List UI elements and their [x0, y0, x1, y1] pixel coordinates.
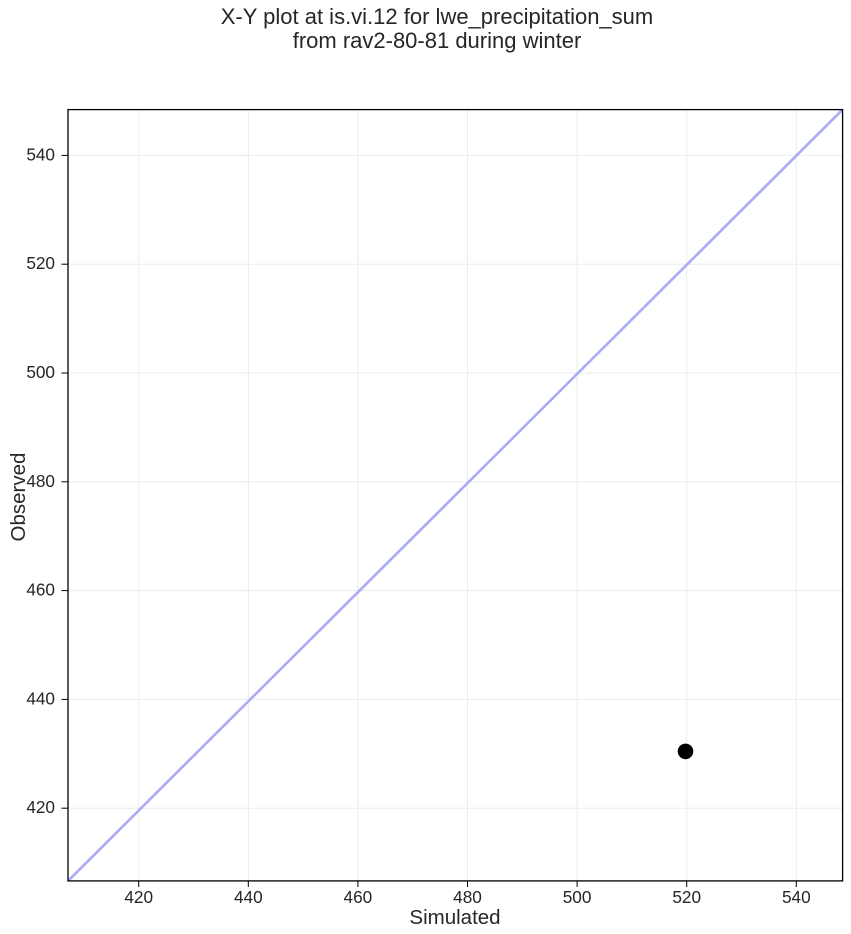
svg-text:420: 420 — [124, 887, 153, 907]
svg-text:520: 520 — [26, 253, 55, 273]
svg-text:X-Y plot at is.vi.12 for lwe_p: X-Y plot at is.vi.12 for lwe_precipitati… — [221, 4, 653, 29]
svg-text:540: 540 — [782, 887, 811, 907]
svg-text:500: 500 — [563, 887, 592, 907]
svg-text:480: 480 — [453, 887, 482, 907]
svg-text:420: 420 — [26, 797, 55, 817]
svg-text:440: 440 — [234, 887, 263, 907]
svg-text:460: 460 — [26, 580, 55, 600]
svg-text:520: 520 — [672, 887, 701, 907]
svg-text:from rav2-80-81 during winter: from rav2-80-81 during winter — [293, 28, 582, 53]
svg-text:440: 440 — [26, 688, 55, 708]
svg-text:Observed: Observed — [7, 453, 30, 542]
svg-text:Simulated: Simulated — [409, 906, 500, 929]
svg-text:540: 540 — [26, 144, 55, 164]
svg-text:480: 480 — [26, 471, 55, 491]
svg-text:500: 500 — [26, 362, 55, 382]
svg-text:460: 460 — [344, 887, 373, 907]
